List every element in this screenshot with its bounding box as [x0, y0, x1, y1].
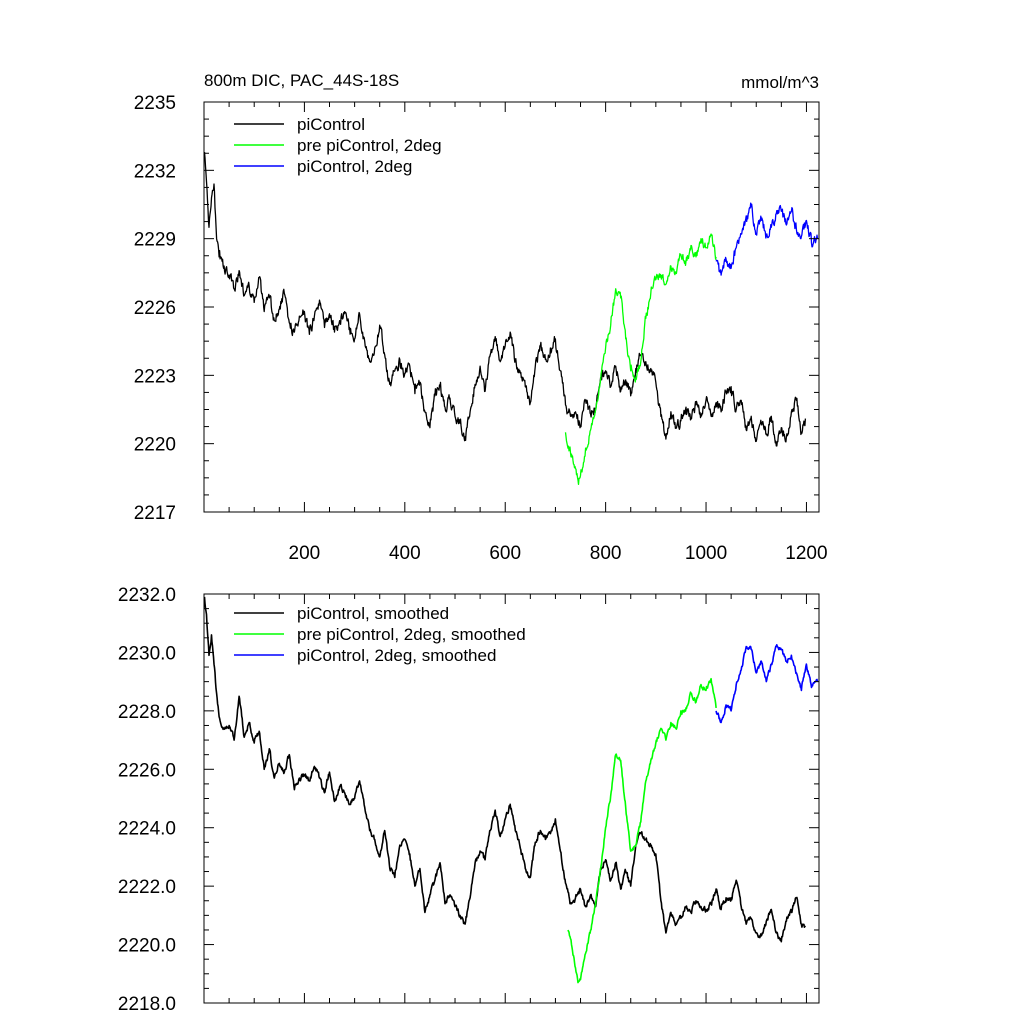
- bottom-series-picontrol-smoothed: [203, 596, 807, 943]
- bottom-panel: 2218.0 2220.0 2222.0 2224.0 2226.0 2228.0 2230…: [118, 585, 820, 1015]
- bottom-y-tick-label: 2224.0: [118, 819, 176, 840]
- top-legend-label-pre-picontrol-2deg: pre piControl, 2deg: [297, 136, 442, 155]
- bottom-y-tick-label: 2228.0: [118, 702, 176, 723]
- bottom-y-tick-label: 2220.0: [118, 936, 176, 957]
- bottom-y-tick-label: 2232.0: [118, 585, 176, 606]
- top-y-tick-label: 2226: [134, 298, 176, 319]
- top-legend-label-picontrol: piControl: [297, 115, 365, 134]
- top-axes: 200 400 600 800 1000 1200 2217 2220 2223 2226 2229…: [134, 93, 828, 564]
- top-y-tick-label: 2217: [134, 503, 176, 524]
- top-panel: 200 400 600 800 1000 1200 2217 2220 2223 2226 2229…: [134, 93, 828, 564]
- top-y-tick-label: 2232: [134, 161, 176, 182]
- bottom-y-tick-label: 2230.0: [118, 643, 176, 664]
- bottom-y-tick-label: 2226.0: [118, 760, 176, 781]
- top-legend: piControl pre piControl, 2deg piControl, 2…: [234, 115, 442, 176]
- top-x-tick-label: 200: [289, 543, 321, 564]
- bottom-legend-label-picontrol-smoothed: piControl, smoothed: [297, 604, 449, 623]
- top-y-tick-label: 2220: [134, 435, 176, 456]
- top-x-tick-label: 600: [489, 543, 521, 564]
- top-x-tick-label: 800: [590, 543, 622, 564]
- top-plot-area: [203, 152, 819, 486]
- bottom-series-pre-picontrol-2deg-smoothed: [567, 677, 717, 984]
- bottom-y-tick-label: 2222.0: [118, 877, 176, 898]
- top-series-pre-picontrol-2deg: [564, 233, 717, 486]
- chart-title: 800m DIC, PAC_44S-18S: [204, 71, 399, 90]
- top-y-tick-label: 2229: [134, 230, 176, 251]
- bottom-y-tick-label: 2218.0: [118, 994, 176, 1015]
- top-legend-label-picontrol-2deg: piControl, 2deg: [297, 157, 412, 176]
- top-series-picontrol-2deg: [715, 202, 819, 276]
- top-x-tick-label: 1000: [685, 543, 727, 564]
- top-y-tick-label: 2235: [134, 93, 176, 114]
- bottom-axes: 2218.0 2220.0 2222.0 2224.0 2226.0 2228.0 2230…: [118, 585, 820, 1015]
- bottom-legend-label-pre-picontrol-2deg-smoothed: pre piControl, 2deg, smoothed: [297, 625, 526, 644]
- top-series-picontrol: [203, 152, 807, 447]
- top-y-tick-label: 2223: [134, 366, 176, 387]
- bottom-legend: piControl, smoothed pre piControl, 2deg, …: [234, 604, 526, 665]
- top-x-tick-label: 400: [389, 543, 421, 564]
- units-label: mmol/m^3: [741, 73, 819, 92]
- top-x-tick-label: 1200: [785, 543, 827, 564]
- bottom-plot-area: [203, 596, 819, 984]
- bottom-legend-label-picontrol-2deg-smoothed: piControl, 2deg, smoothed: [297, 646, 496, 665]
- bottom-series-picontrol-2deg-smoothed: [715, 644, 819, 724]
